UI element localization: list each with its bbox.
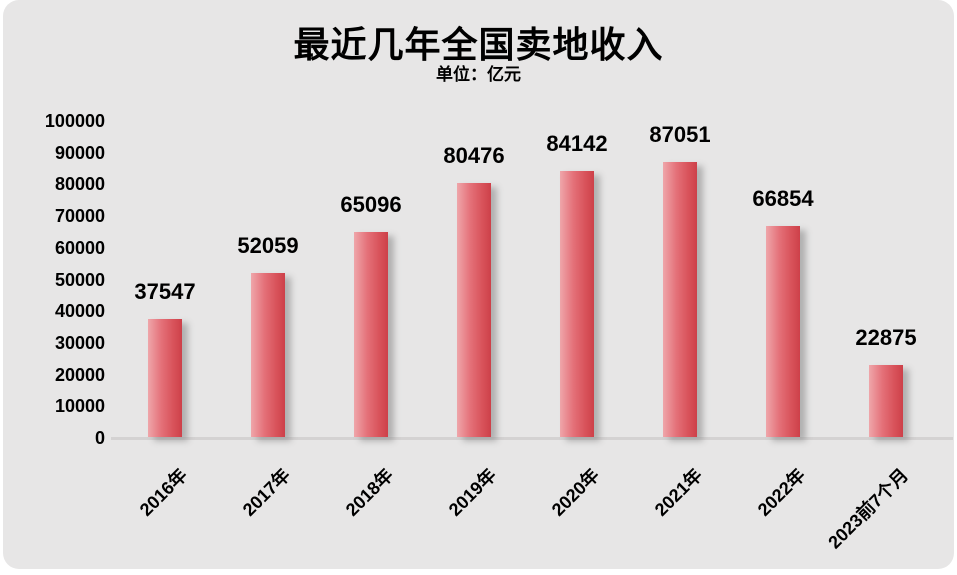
bar bbox=[148, 318, 182, 437]
y-axis-tick-label: 100000 bbox=[44, 111, 105, 131]
bar bbox=[251, 272, 285, 437]
y-axis-tick-label: 40000 bbox=[54, 301, 105, 322]
y-axis-tick-label: 80000 bbox=[54, 174, 105, 195]
x-axis-category-label: 2018年 bbox=[341, 464, 397, 521]
bar-value-label: 22875 bbox=[855, 325, 917, 351]
x-axis-category-label: 2023前7个月 bbox=[824, 464, 912, 553]
y-axis-tick-label: 70000 bbox=[54, 206, 105, 227]
chart-title: 最近几年全国卖地收入 bbox=[293, 24, 664, 65]
y-axis-tick-label: 0 bbox=[94, 428, 105, 448]
y-axis-tick-label: 10000 bbox=[54, 396, 105, 417]
bar bbox=[663, 162, 697, 437]
y-axis-tick-label: 50000 bbox=[54, 269, 105, 290]
bar-value-label: 52059 bbox=[237, 232, 299, 258]
bar-value-label: 84142 bbox=[546, 131, 608, 157]
bar-value-label: 80476 bbox=[443, 142, 505, 168]
bar bbox=[560, 171, 594, 437]
y-axis-tick-label: 30000 bbox=[54, 332, 105, 353]
bar-value-label: 66854 bbox=[752, 186, 814, 212]
y-axis-tick-label: 60000 bbox=[54, 237, 105, 258]
bar-value-label: 87051 bbox=[649, 122, 711, 148]
x-axis-line bbox=[111, 437, 953, 440]
bar bbox=[354, 231, 388, 437]
bar bbox=[766, 226, 800, 437]
y-axis-tick-label: 90000 bbox=[54, 142, 105, 163]
chart-subtitle: 单位：亿元 bbox=[436, 65, 521, 84]
x-axis-category-label: 2017年 bbox=[238, 464, 294, 521]
x-axis-category-label: 2021年 bbox=[650, 464, 706, 521]
bar-chart-plot-area: 0 10000 20000 30000 40000 50000 60000 70000 8000… bbox=[3, 0, 957, 575]
x-axis-category-label: 2016年 bbox=[135, 464, 191, 521]
x-axis-category-label: 2022年 bbox=[753, 464, 809, 521]
y-axis-tick-label: 20000 bbox=[54, 364, 105, 385]
bar-value-label: 37547 bbox=[134, 278, 196, 304]
bar bbox=[869, 365, 903, 437]
bar bbox=[457, 182, 491, 437]
x-axis-category-label: 2020年 bbox=[547, 464, 603, 521]
chart-panel: 最近几年全国卖地收入 单位：亿元 0 10000 20000 30000 40000 50… bbox=[3, 0, 954, 569]
bar-value-label: 65096 bbox=[340, 191, 402, 217]
x-axis-category-label: 2019年 bbox=[444, 464, 500, 521]
